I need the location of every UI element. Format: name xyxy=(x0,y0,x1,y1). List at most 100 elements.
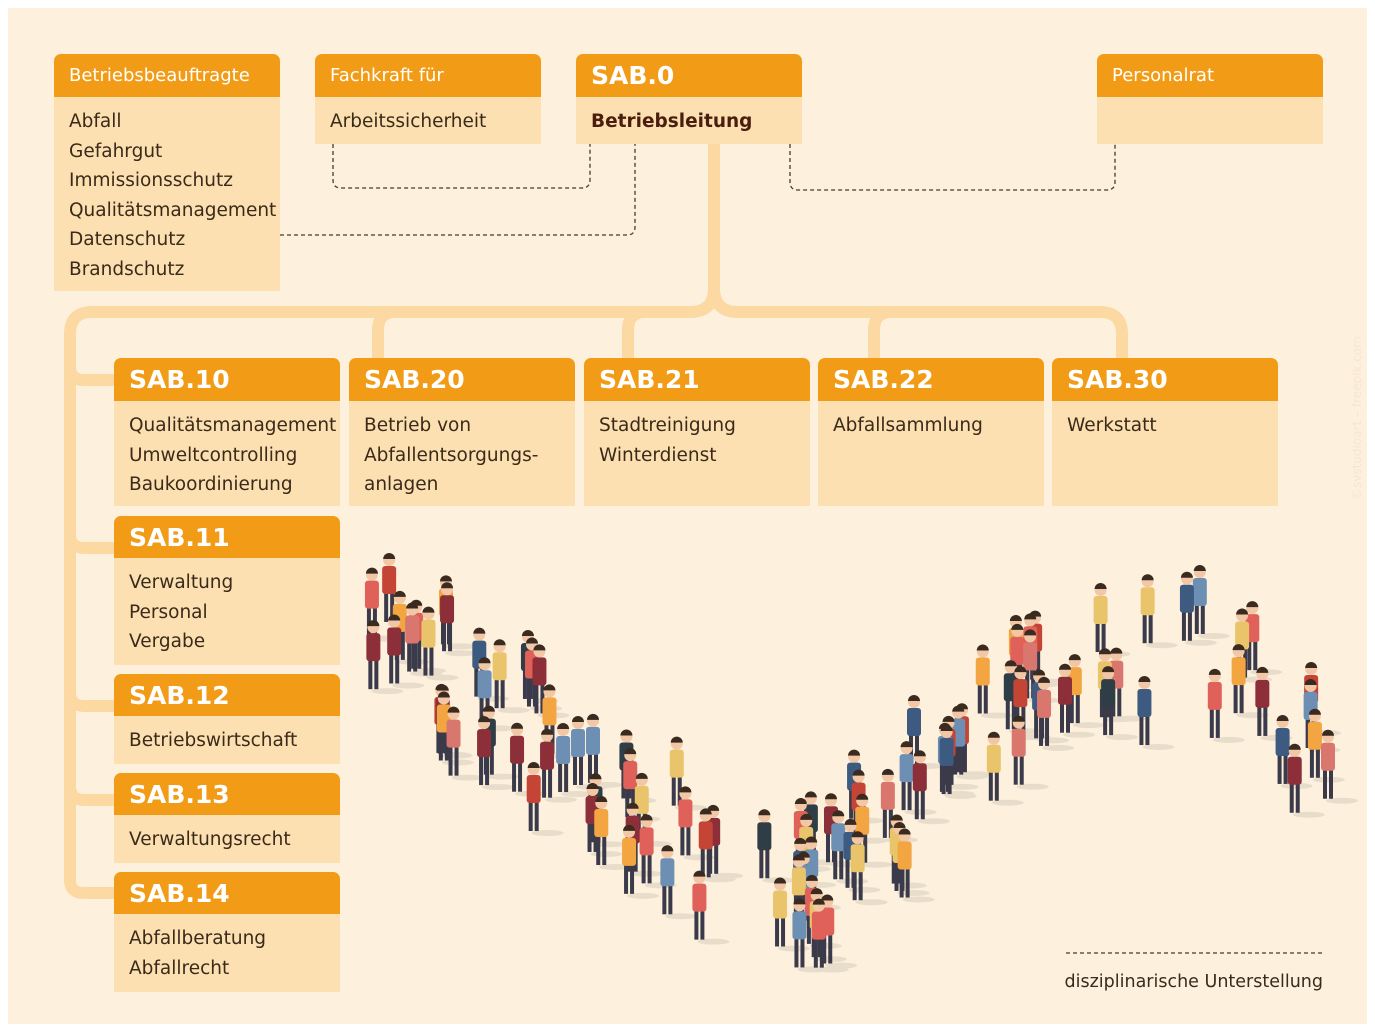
person-part xyxy=(421,620,435,648)
person-part xyxy=(439,729,443,761)
people-illustration xyxy=(365,553,1358,973)
person-part xyxy=(1023,642,1037,670)
person-part xyxy=(624,862,628,894)
person-part xyxy=(660,858,674,886)
person-part xyxy=(881,782,895,810)
box-line: Immissionsschutz xyxy=(69,166,265,196)
person-part xyxy=(792,911,806,939)
person-part xyxy=(921,787,925,819)
person-part xyxy=(700,908,704,940)
person-part xyxy=(395,651,399,683)
person-part xyxy=(1296,781,1300,813)
person-part xyxy=(1255,680,1269,708)
person-part xyxy=(1039,714,1043,746)
person-part xyxy=(1076,691,1080,723)
person-part xyxy=(1321,743,1335,771)
box-line: Verwaltungsrecht xyxy=(129,825,325,855)
box-line: Abfallberatung xyxy=(129,924,325,954)
person-part xyxy=(641,814,653,820)
person-part xyxy=(1099,648,1111,654)
person-part xyxy=(908,695,920,701)
person-part xyxy=(1253,638,1257,670)
person-part xyxy=(1210,706,1214,738)
person-part xyxy=(1060,701,1064,733)
person-part xyxy=(940,738,954,766)
person-part xyxy=(1305,662,1317,668)
box-header: SAB.13 xyxy=(114,773,340,815)
branch xyxy=(70,786,114,800)
person-part xyxy=(483,706,495,712)
box-body: AbfallGefahrgutImmissionsschutzQualitäts… xyxy=(54,97,280,291)
person-part xyxy=(528,762,540,768)
person-part xyxy=(1323,767,1327,799)
person-part xyxy=(1284,752,1288,784)
person-part xyxy=(623,761,637,789)
box-header: SAB.14 xyxy=(114,872,340,914)
dashed-link xyxy=(280,144,635,235)
branch xyxy=(70,534,114,548)
person-part xyxy=(794,935,798,967)
person-part xyxy=(1141,587,1155,615)
person-part xyxy=(440,575,452,581)
org-box: Personalrat xyxy=(1097,54,1323,144)
person-part xyxy=(977,645,989,651)
person-part xyxy=(707,845,711,877)
person-part xyxy=(1095,583,1107,589)
main-connector xyxy=(714,288,1122,358)
box-body: Abfallsammlung xyxy=(818,401,1044,506)
person-part xyxy=(535,799,539,831)
box-header: SAB.30 xyxy=(1052,358,1278,401)
box-line: Werkstatt xyxy=(1067,411,1263,441)
box-line: Baukoordinierung xyxy=(129,470,325,500)
dashed-link xyxy=(333,144,590,188)
branch xyxy=(70,692,114,706)
person-part xyxy=(1278,752,1282,784)
person-part xyxy=(642,851,646,883)
person-part xyxy=(759,846,763,878)
person-part xyxy=(1234,681,1238,713)
person-part xyxy=(900,754,914,782)
person-part xyxy=(1216,706,1220,738)
person-part xyxy=(670,750,684,778)
box-body: Betriebsleitung xyxy=(576,97,802,144)
person-part xyxy=(714,842,718,874)
person-part xyxy=(1236,609,1248,615)
box-line: anlagen xyxy=(364,470,560,500)
legend-text: disziplinarische Unterstellung xyxy=(1065,972,1323,992)
person-part xyxy=(1263,704,1267,736)
person-part xyxy=(586,727,600,755)
person-part xyxy=(542,766,546,798)
person-part xyxy=(527,675,531,707)
box-header: SAB.12 xyxy=(114,674,340,716)
person-part xyxy=(900,866,904,898)
person-part xyxy=(495,676,499,708)
person-part xyxy=(501,676,505,708)
person-part xyxy=(1149,611,1153,643)
org-box: BetriebsbeauftragteAbfallGefahrgutImmiss… xyxy=(54,54,280,291)
person-part xyxy=(839,847,843,879)
box-line: Abfallsammlung xyxy=(833,411,1029,441)
person-part xyxy=(557,723,569,729)
org-box: SAB.14 AbfallberatungAbfallrecht xyxy=(114,872,340,992)
person-part xyxy=(587,714,599,720)
person-part xyxy=(678,799,692,827)
person-part xyxy=(1103,703,1107,735)
person-part xyxy=(405,616,419,644)
person-part xyxy=(846,856,850,888)
person-part xyxy=(851,844,865,872)
org-box: SAB.20Betrieb vonAbfallentsorgungs-anlag… xyxy=(349,358,575,506)
person-part xyxy=(485,753,489,785)
person-part xyxy=(449,744,453,776)
box-header: Betriebsbeauftragte xyxy=(54,54,280,97)
person-part xyxy=(976,658,990,686)
person-part xyxy=(556,736,570,764)
box-line: Abfallentsorgungs- xyxy=(364,441,560,471)
person-part xyxy=(773,891,787,919)
person-part xyxy=(572,716,584,722)
person-part xyxy=(423,644,427,676)
person-part xyxy=(831,823,845,851)
person-part xyxy=(694,908,698,940)
box-line: Abfallrecht xyxy=(129,954,325,984)
person-part xyxy=(1020,753,1024,785)
